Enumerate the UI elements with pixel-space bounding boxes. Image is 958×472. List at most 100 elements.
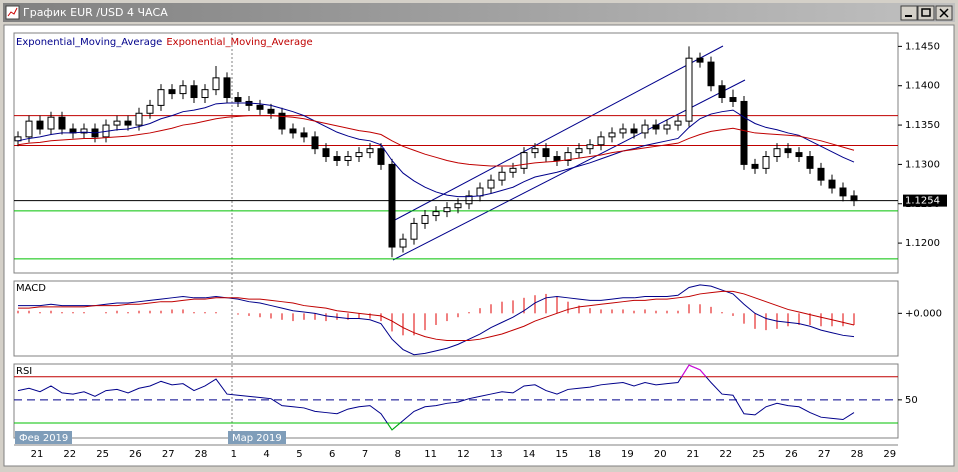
histogram-bar (556, 296, 558, 314)
y-tick-label: +0.000 (905, 308, 942, 319)
histogram-bar (314, 313, 316, 320)
date-label: 28 (851, 449, 864, 460)
histogram-bar (479, 308, 481, 314)
histogram-bar (677, 310, 679, 314)
last-price-box (903, 194, 947, 207)
candle-body (553, 156, 561, 161)
histogram-bar (28, 310, 30, 314)
histogram-bar (633, 310, 635, 314)
candle-body (366, 148, 374, 154)
date-label: 29 (883, 449, 896, 460)
indicator-line (18, 290, 855, 341)
minimize-button[interactable] (900, 5, 918, 21)
candle-body (25, 120, 33, 138)
candle-body (344, 156, 352, 161)
histogram-bar (50, 310, 52, 314)
candle-body (201, 89, 209, 99)
candle-body (300, 132, 308, 138)
candle-body (476, 187, 484, 197)
histogram-bar (215, 312, 217, 314)
candle-body (696, 57, 704, 63)
channel-upper (392, 45, 724, 222)
candle-body (58, 116, 66, 130)
date-label: 13 (490, 449, 503, 460)
histogram-bar (391, 313, 393, 332)
maximize-button[interactable] (917, 5, 935, 21)
candle-body (388, 163, 396, 248)
date-label: 22 (63, 449, 76, 460)
candle-body (135, 112, 143, 126)
histogram-bar (765, 313, 767, 331)
candle-body (630, 128, 638, 134)
histogram-bar (589, 308, 591, 314)
legend-entry: Exponential_Moving_Average (166, 37, 312, 48)
date-label: 28 (195, 449, 208, 460)
date-label: 27 (162, 449, 175, 460)
period-label-box (15, 431, 72, 444)
candle-body (608, 132, 616, 138)
histogram-bar (72, 312, 74, 314)
histogram-bar (149, 310, 151, 314)
candle-body (619, 128, 627, 134)
date-label: 5 (296, 449, 302, 460)
period-label: Мар 2019 (232, 433, 282, 444)
histogram-bar (325, 313, 327, 322)
pane-title: MACD (16, 283, 46, 294)
window-icon-glyph (7, 7, 18, 17)
histogram-bar (446, 313, 448, 322)
candle-body (190, 85, 198, 99)
histogram-bar (270, 313, 272, 319)
histogram-bar (127, 312, 129, 314)
y-tick-label: 1.1300 (905, 159, 940, 170)
candle-body (685, 57, 693, 122)
histogram-bar (336, 313, 338, 320)
histogram-bar (732, 313, 734, 316)
histogram-bar (424, 313, 426, 331)
histogram-bar (160, 310, 162, 314)
candle-body (146, 104, 154, 114)
histogram-bar (600, 309, 602, 314)
histogram-bar (248, 313, 250, 316)
histogram-bar (105, 312, 107, 314)
histogram-bar (17, 310, 19, 314)
candle-body (652, 124, 660, 130)
candle-body (256, 104, 264, 110)
candle-body (234, 97, 242, 102)
histogram-bar (413, 313, 415, 336)
histogram-bar (193, 312, 195, 314)
candle-body (795, 152, 803, 158)
date-label: 26 (129, 449, 142, 460)
histogram-bar (182, 309, 184, 314)
candle-body (333, 156, 341, 161)
date-label: 21 (687, 449, 700, 460)
candle-body (542, 148, 550, 158)
histogram-bar (809, 313, 811, 325)
candle-body (322, 148, 330, 158)
candle-body (212, 77, 220, 91)
candle-body (179, 85, 187, 95)
histogram-bar (545, 293, 547, 314)
histogram-bar (655, 310, 657, 314)
histogram-bar (644, 309, 646, 314)
candle-body (465, 195, 473, 205)
histogram-bar (798, 313, 800, 325)
candle-body (575, 148, 583, 154)
date-label: 8 (395, 449, 401, 460)
date-label: 1 (231, 449, 237, 460)
histogram-bar (39, 312, 41, 314)
candle-body (399, 238, 407, 248)
histogram-bar (83, 312, 85, 314)
histogram-bar (853, 313, 855, 325)
candle-body (311, 136, 319, 150)
candle-body (531, 148, 539, 154)
histogram-bar (369, 313, 371, 319)
candle-body (36, 120, 44, 130)
histogram-bar (820, 313, 822, 327)
candle-body (223, 77, 231, 99)
candle-body (663, 124, 671, 130)
candle-body (498, 171, 506, 181)
candle-body (641, 124, 649, 134)
histogram-bar (578, 305, 580, 314)
histogram-bar (347, 313, 349, 320)
